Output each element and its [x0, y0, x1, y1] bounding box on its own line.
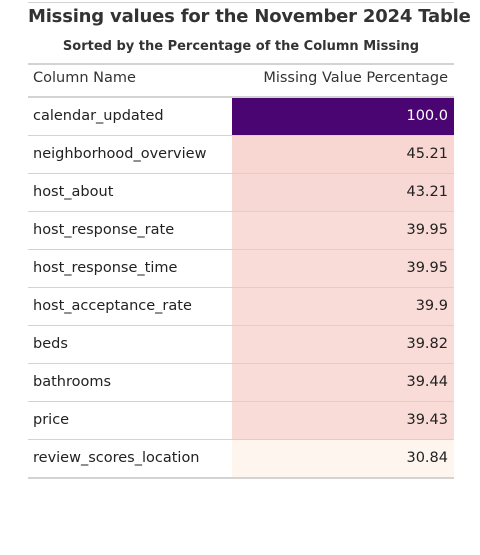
table-row: review_scores_location 30.84 — [28, 440, 454, 479]
top-divider — [28, 2, 454, 3]
table-row: bathrooms 39.44 — [28, 364, 454, 402]
missing-percentage-cell: 100.0 — [232, 98, 454, 135]
header-divider — [28, 63, 454, 65]
column-name-cell: host_about — [33, 174, 113, 211]
table-row: beds 39.82 — [28, 326, 454, 364]
column-name-cell: host_response_time — [33, 250, 177, 287]
column-name-cell: price — [33, 402, 69, 439]
table-row: neighborhood_overview 45.21 — [28, 136, 454, 174]
missing-percentage-cell: 39.82 — [232, 326, 454, 363]
missing-percentage-cell: 39.9 — [232, 288, 454, 325]
column-name-cell: beds — [33, 326, 68, 363]
missing-percentage-cell: 39.43 — [232, 402, 454, 439]
column-name-cell: neighborhood_overview — [33, 136, 206, 173]
column-name-cell: host_acceptance_rate — [33, 288, 192, 325]
table-row: host_acceptance_rate 39.9 — [28, 288, 454, 326]
column-name-cell: calendar_updated — [33, 98, 164, 135]
missing-percentage-cell: 43.21 — [232, 174, 454, 211]
column-name-cell: bathrooms — [33, 364, 111, 401]
table-row: calendar_updated 100.0 — [28, 98, 454, 136]
column-header-name: Column Name — [33, 70, 136, 86]
missing-percentage-cell: 45.21 — [232, 136, 454, 173]
missing-percentage-cell: 39.95 — [232, 212, 454, 249]
table-title: Missing values for the November 2024 Tab… — [28, 6, 454, 27]
column-header-value: Missing Value Percentage — [263, 70, 448, 86]
table-row: host_response_rate 39.95 — [28, 212, 454, 250]
table-row: host_about 43.21 — [28, 174, 454, 212]
table-subtitle: Sorted by the Percentage of the Column M… — [28, 39, 454, 54]
table-body: calendar_updated 100.0 neighborhood_overvi… — [28, 98, 454, 479]
missing-percentage-cell: 39.95 — [232, 250, 454, 287]
column-name-cell: host_response_rate — [33, 212, 174, 249]
table-row: price 39.43 — [28, 402, 454, 440]
column-name-cell: review_scores_location — [33, 440, 200, 477]
missing-percentage-cell: 39.44 — [232, 364, 454, 401]
table-row: host_response_time 39.95 — [28, 250, 454, 288]
missing-percentage-cell: 30.84 — [232, 440, 454, 477]
